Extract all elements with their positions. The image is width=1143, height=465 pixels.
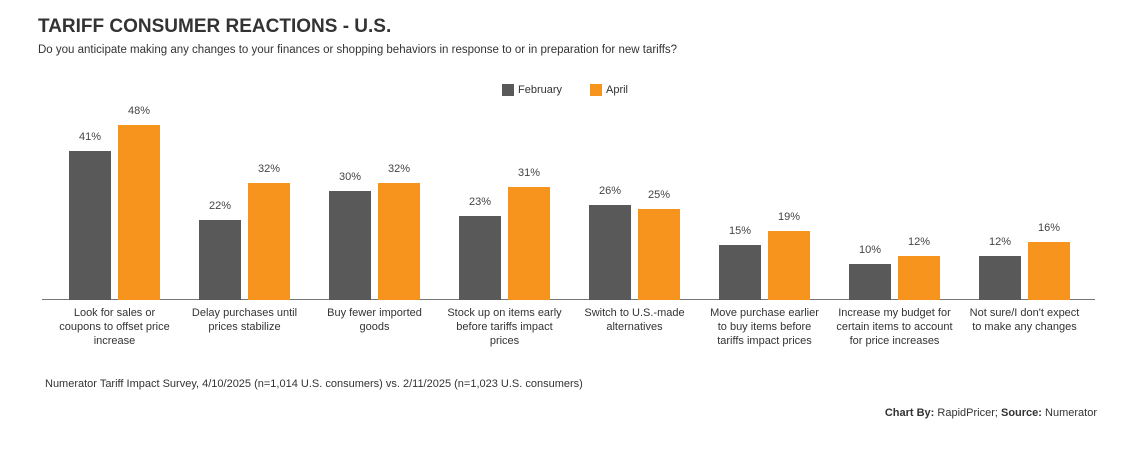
value-label: 32% [387,163,411,176]
x-tick-label: Increase my budget for certain items to … [836,307,953,347]
source: Numerator [1045,407,1097,419]
x-tick-label: Buy fewer imported goods [327,307,422,333]
chart-subtitle: Do you anticipate making any changes to … [38,44,678,56]
x-tick-label: Switch to U.S.-made alternatives [584,307,685,333]
value-label: 12% [907,236,931,249]
x-tick-label: Not sure/I don't expect to make any chan… [969,307,1080,333]
value-label: 48% [127,105,151,117]
value-label: 30% [338,170,362,183]
bar [1028,241,1070,300]
bar [248,183,290,300]
legend-swatch [502,84,514,96]
legend-item: April [590,84,628,96]
value-label: 22% [208,199,232,212]
bar [329,190,371,300]
value-label: 15% [728,225,752,238]
value-label: 32% [257,163,281,176]
source-label: Source: [1001,407,1042,419]
legend-label: February [518,84,563,96]
bar [979,256,1021,300]
chart-title: TARIFF CONSUMER REACTIONS - U.S. [38,16,392,37]
value-label: 12% [988,236,1012,249]
value-label: 41% [78,130,102,143]
legend-item: February [502,84,562,96]
value-label: 31% [517,166,541,179]
bar [589,205,631,300]
value-label: 19% [777,210,801,223]
bar [378,183,420,300]
baseline [42,299,1095,300]
note: Numerator Tariff Impact Survey, 4/10/202… [45,378,583,390]
bar [638,208,680,300]
bar [898,256,940,300]
footer: Chart By: RapidPricer; Source: Numerator [885,407,1097,419]
legend-swatch [590,84,602,96]
x-tick-label: Move purchase earlier to buy items befor… [710,307,819,347]
bar [849,263,891,300]
value-label: 23% [468,196,492,209]
bar [199,219,241,300]
bar [508,186,550,300]
bar [768,230,810,300]
credit-label: Chart By: [884,407,935,419]
bar [719,245,761,300]
legend-label: April [606,84,629,96]
bar [69,150,111,300]
value-label: 10% [858,243,882,256]
x-tick-label: Delay purchases until prices stabilize [191,307,298,333]
value-label: 16% [1037,221,1061,234]
x-tick-label: Stock up on items early before tariffs i… [447,307,562,347]
value-label: 26% [598,185,622,198]
bar [459,216,501,300]
credit: RapidPricer; [937,407,998,419]
x-tick-label: Look for sales or coupons to offset pric… [59,307,170,347]
bar [118,125,160,300]
value-label: 25% [647,188,671,201]
